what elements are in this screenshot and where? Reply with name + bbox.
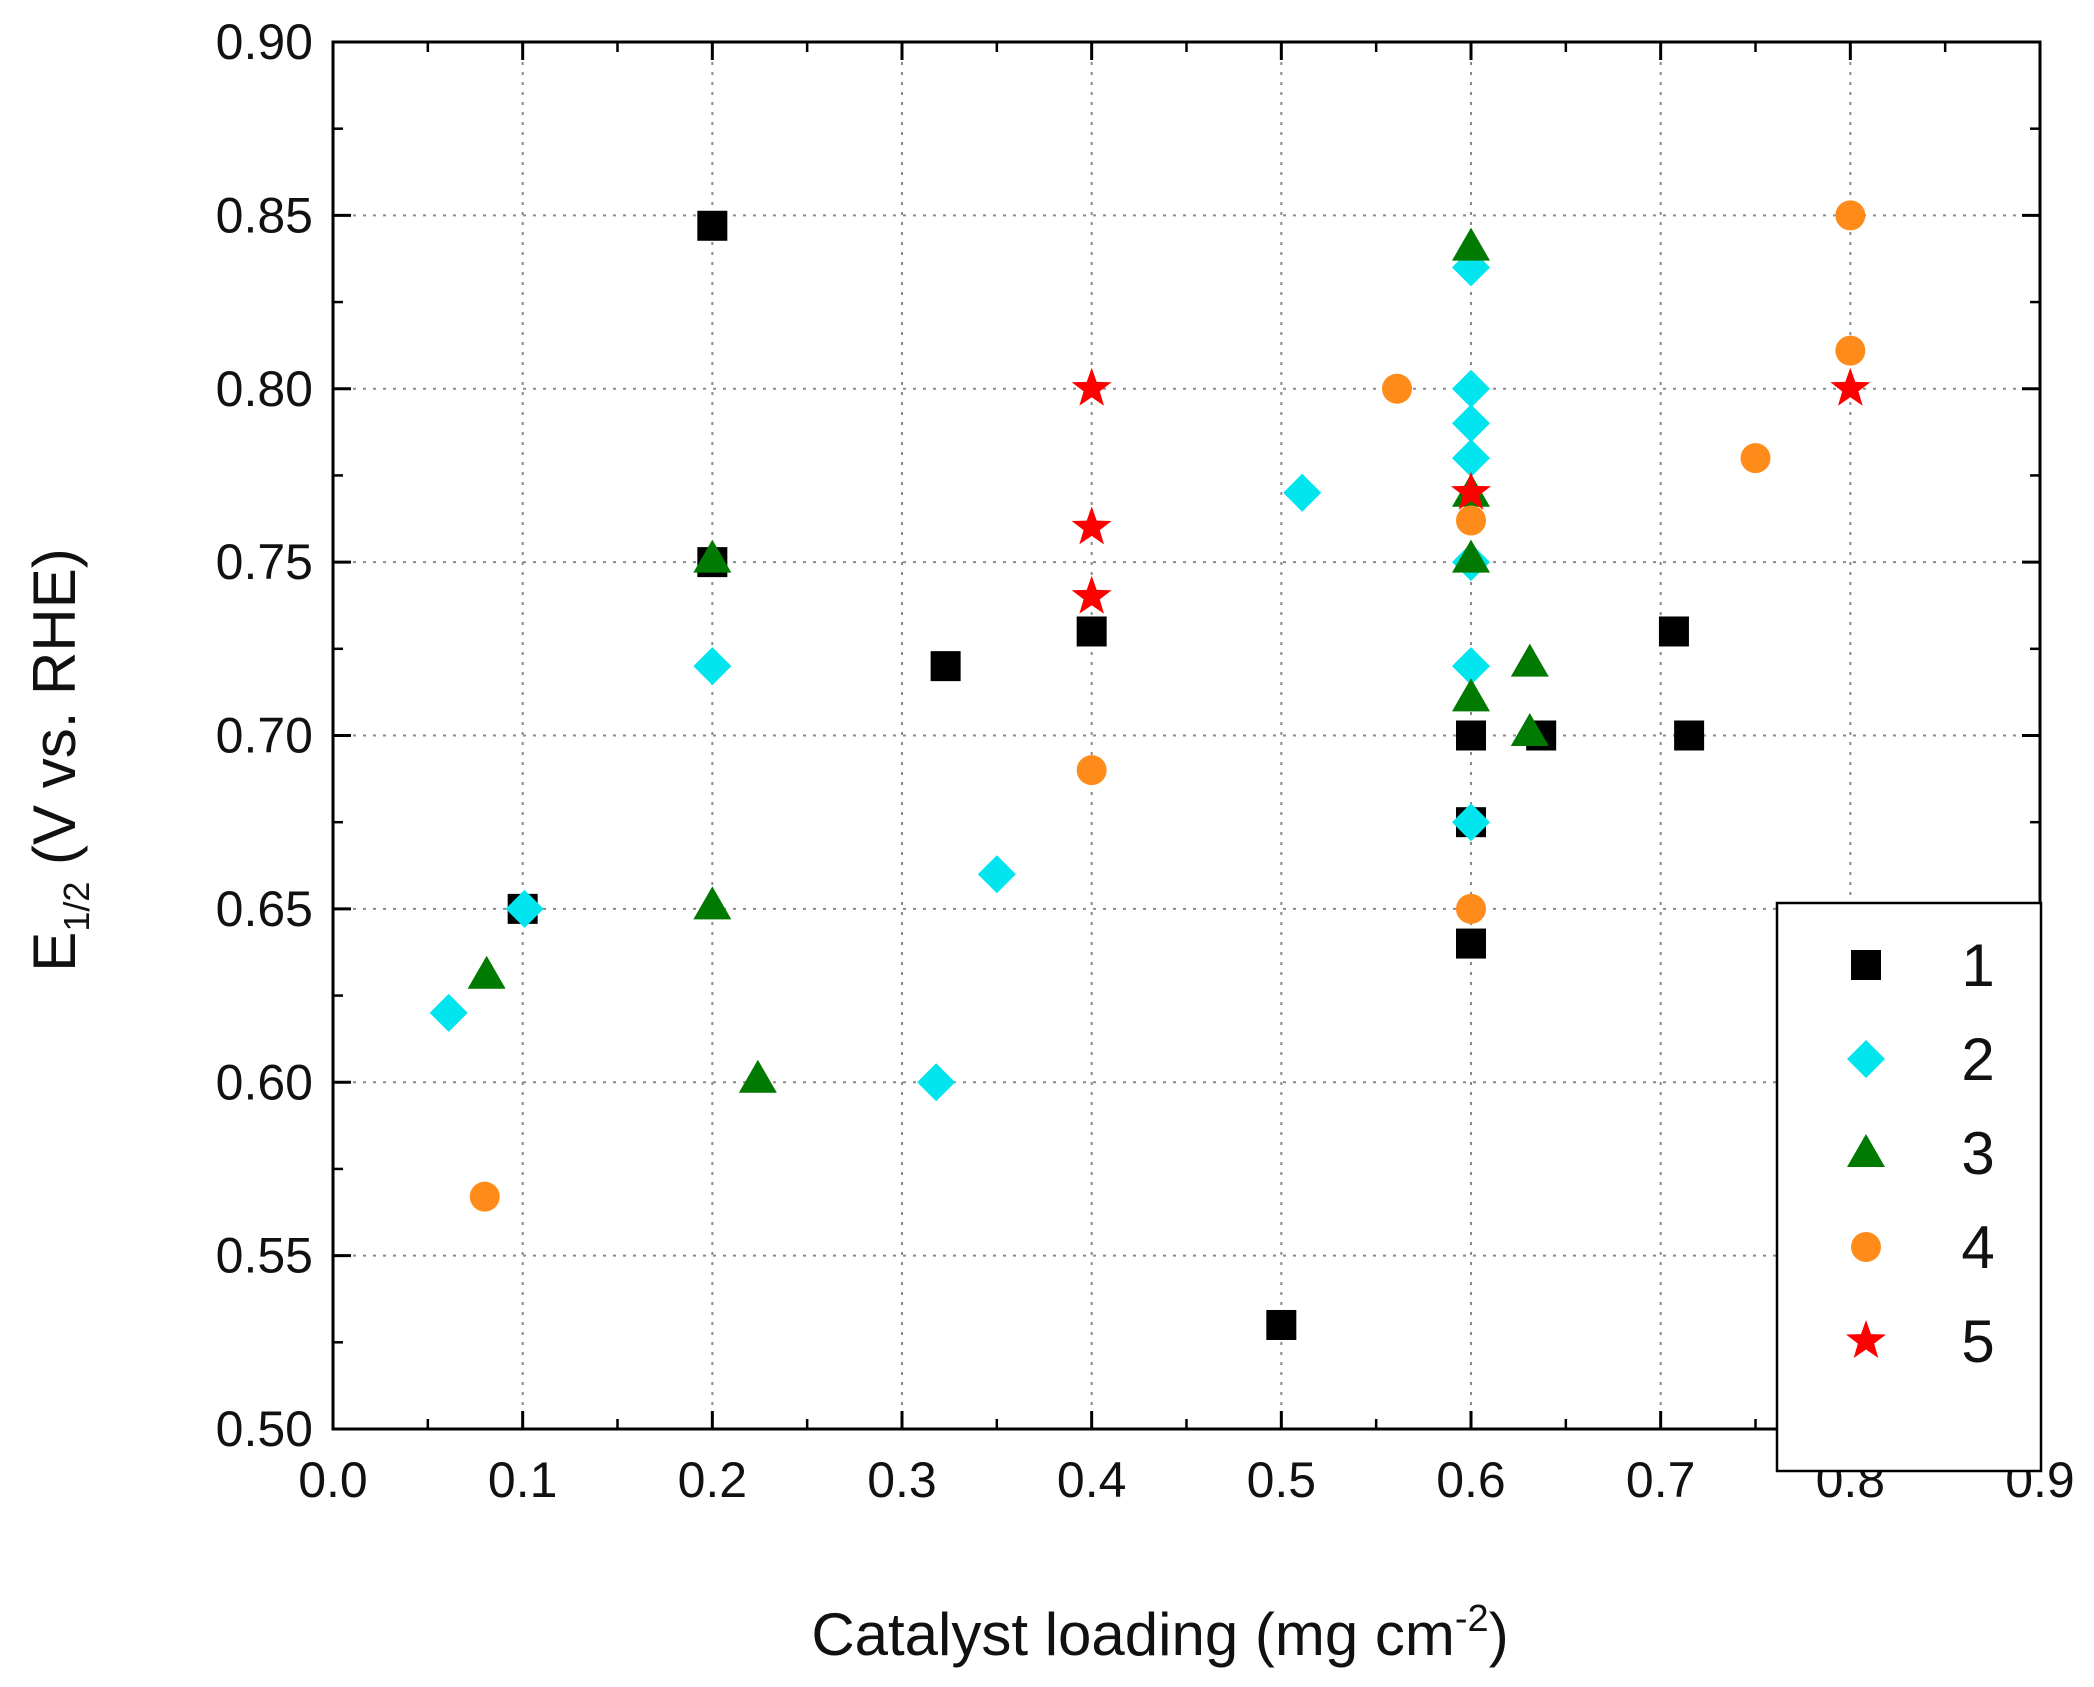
x-axis-title-text: Catalyst loading (mg cm (811, 1601, 1455, 1668)
y-tick-label: 0.60 (216, 1054, 313, 1110)
series-1-point (1658, 616, 1689, 647)
y-tick-label: 0.90 (216, 14, 313, 70)
x-tick-label: 0.0 (298, 1452, 368, 1508)
series-4-point (1835, 200, 1866, 231)
legend-label-5: 5 (1961, 1308, 1994, 1375)
x-tick-label: 0.2 (678, 1452, 748, 1508)
series-1-point (1674, 720, 1705, 751)
series-5-point (1071, 575, 1112, 614)
legend-marker-2 (1847, 1040, 1885, 1078)
series-2-point (1283, 473, 1322, 512)
legend-marker-4 (1851, 1232, 1881, 1262)
y-tick-label: 0.85 (216, 187, 313, 243)
svg-text:E1/2 (V vs. RHE): E1/2 (V vs. RHE) (21, 548, 97, 971)
series-4-point (1456, 893, 1486, 924)
series-2-point (429, 993, 468, 1032)
y-axis-title: E1/2 (V vs. RHE) (21, 548, 97, 971)
series-1-point (1266, 1309, 1297, 1340)
series-2-point (977, 855, 1016, 894)
data-points (429, 200, 1871, 1340)
y-axis-title-subscript: 1/2 (56, 882, 97, 932)
y-tick-label: 0.55 (216, 1228, 313, 1284)
series-2-point (1452, 803, 1490, 842)
legend-label-3: 3 (1961, 1120, 1994, 1187)
series-5-point (1451, 471, 1491, 510)
series-3-point (693, 886, 732, 920)
x-tick-label: 0.1 (488, 1452, 558, 1508)
series-5-point (1071, 367, 1112, 406)
legend-marker-3 (1847, 1134, 1885, 1167)
series-5-point (1071, 506, 1112, 545)
series-5-point (1830, 367, 1871, 406)
legend-marker-1 (1851, 950, 1881, 980)
y-tick-label: 0.75 (216, 534, 313, 590)
legend: 1 2 3 4 5 (1775, 901, 2043, 1473)
series-3-point (1510, 643, 1549, 677)
axes: 0.0 0.1 0.2 0.3 0.4 0.5 0.6 0.7 0.8 0.90.500.550.… (216, 14, 2075, 1508)
legend-marker-5 (1846, 1320, 1886, 1358)
series-3-point (1452, 678, 1490, 712)
series-1-point (1456, 720, 1486, 751)
series-3-point (467, 955, 506, 989)
series-3-point (693, 539, 732, 573)
series-3-point (1452, 227, 1490, 261)
legend-label-1: 1 (1961, 932, 1994, 999)
series-1-point (697, 210, 728, 241)
series-2-point (693, 647, 732, 686)
series-3-point (738, 1059, 777, 1093)
x-axis-title-close: ) (1489, 1601, 1509, 1668)
svg-text:Catalyst loading (mg cm-2): Catalyst loading (mg cm-2) (811, 1598, 1508, 1668)
legend-label-4: 4 (1961, 1214, 1994, 1281)
x-tick-label: 0.4 (1057, 1452, 1127, 1508)
series-2-point (1452, 647, 1490, 686)
legend-box (1775, 901, 2043, 1473)
series-4-point (1740, 443, 1771, 474)
x-tick-label: 0.7 (1626, 1452, 1696, 1508)
series-2-point (1452, 404, 1490, 443)
series-4-point (1835, 335, 1866, 366)
series-2-point (1452, 439, 1490, 478)
x-tick-label: 0.3 (867, 1452, 937, 1508)
series-2-point (505, 889, 544, 928)
series-3-point (1452, 539, 1490, 573)
series-4-point (1456, 505, 1486, 536)
x-axis-title: Catalyst loading (mg cm-2) (811, 1598, 1508, 1668)
series-1-point (930, 651, 961, 682)
y-tick-label: 0.80 (216, 361, 313, 417)
series-4-point (1382, 373, 1413, 404)
series-4-point (1076, 755, 1107, 786)
legend-label-2: 2 (1961, 1026, 1994, 1093)
series-3-point (1510, 713, 1549, 747)
y-axis-title-rest: (V vs. RHE) (21, 548, 88, 881)
x-tick-label: 0.6 (1436, 1452, 1506, 1508)
series-1-point (1456, 928, 1486, 959)
x-axis-title-superscript: -2 (1455, 1598, 1489, 1640)
y-axis-title-main: E (21, 932, 88, 972)
series-1-point (1076, 616, 1107, 647)
series-2-point (1452, 369, 1490, 408)
y-tick-label: 0.65 (216, 881, 313, 937)
x-tick-label: 0.5 (1247, 1452, 1317, 1508)
y-tick-label: 0.70 (216, 708, 313, 764)
series-2-point (917, 1063, 956, 1102)
y-tick-label: 0.50 (216, 1401, 313, 1457)
series-4-point (469, 1181, 500, 1212)
